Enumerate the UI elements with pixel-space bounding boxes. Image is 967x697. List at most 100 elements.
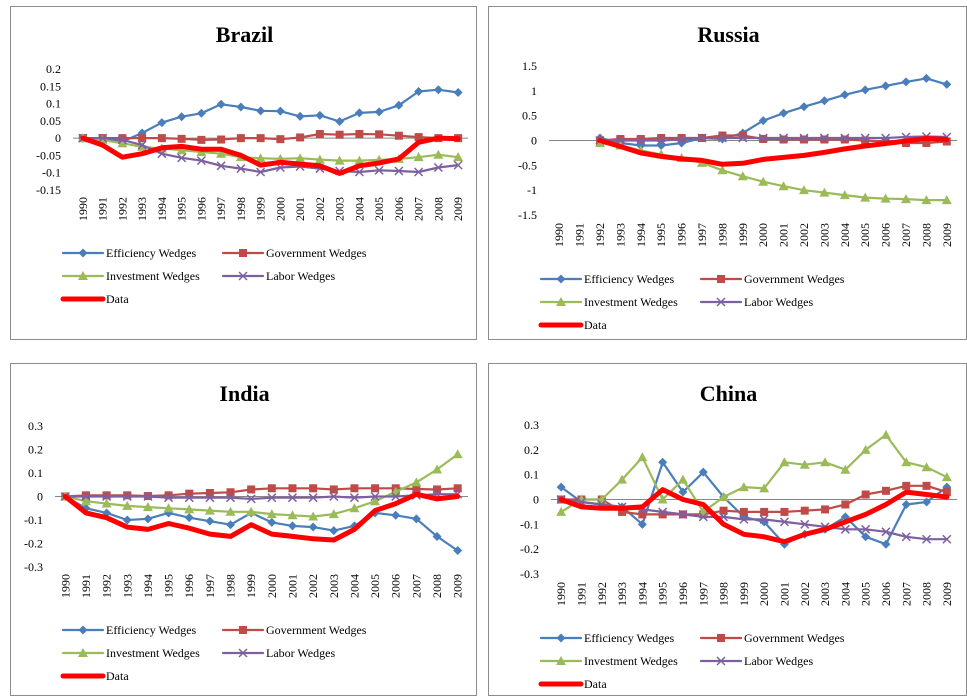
series-investment-wedges (60, 449, 463, 521)
x-tick-label: 1993 (120, 574, 134, 598)
data-point-efficiency-wedges (287, 521, 297, 531)
data-point-investment-wedges (287, 510, 298, 520)
data-point-labor-wedges (678, 509, 688, 519)
data-point-government-wedges (205, 488, 214, 497)
data-point-efficiency-wedges (433, 85, 443, 95)
data-point-investment-wedges (80, 496, 91, 506)
data-point-investment-wedges (295, 153, 306, 163)
series-line-efficiency-wedges (598, 77, 948, 147)
data-point-investment-wedges (717, 165, 728, 175)
data-point-labor-wedges (738, 133, 748, 143)
data-point-government-wedges (371, 484, 380, 493)
x-tick-label: 2006 (879, 582, 893, 606)
data-point-efficiency-wedges (295, 111, 305, 121)
x-tick-label: 2006 (879, 223, 893, 247)
data-point-government-wedges (102, 491, 111, 500)
data-point-efficiency-wedges (453, 546, 463, 556)
data-point-labor-wedges (117, 135, 127, 145)
data-point-government-wedges (276, 135, 285, 144)
data-point-efficiency-wedges (391, 510, 401, 520)
legend-marker-efficiency-wedges (556, 633, 566, 643)
legend-marker-government-wedges (717, 275, 725, 283)
chart-svg: Brazil 0.2 0.15 0.1 0.05 0 -0.05 -0.1 -0.15 1990 1… (36, 22, 468, 306)
data-point-investment-wedges (556, 506, 567, 516)
data-point-labor-wedges (414, 167, 424, 177)
series-labor-wedges (78, 133, 463, 177)
x-tick-label: 2005 (368, 574, 382, 598)
x-tick-label: 2005 (859, 582, 873, 606)
data-point-labor-wedges (256, 167, 266, 177)
y-tick-label: 0.2 (28, 443, 43, 457)
x-tick-label: 2001 (777, 223, 791, 247)
y-tick-label: 1 (531, 84, 537, 98)
data-point-labor-wedges (636, 135, 646, 146)
data-point-investment-wedges (334, 155, 345, 165)
data-point-efficiency-wedges (157, 118, 167, 128)
x-tick-label: 1993 (135, 197, 149, 221)
series-data (62, 491, 461, 543)
data-point-efficiency-wedges (196, 108, 206, 118)
data-point-government-wedges (226, 488, 235, 497)
data-point-government-wedges (288, 484, 297, 493)
y-tick-label: 0.2 (46, 62, 61, 76)
series-data (558, 487, 950, 545)
data-point-efficiency-wedges (921, 73, 931, 83)
legend-marker-government-wedges (717, 634, 725, 642)
data-point-investment-wedges (216, 148, 227, 158)
data-point-investment-wedges (122, 500, 133, 510)
data-point-efficiency-wedges (329, 526, 339, 536)
data-point-government-wedges (453, 484, 462, 493)
y-tick-label: -0.5 (518, 158, 537, 172)
y-tick-label: 0 (55, 131, 61, 145)
x-tick-label: 1998 (234, 197, 248, 221)
data-point-investment-wedges (799, 185, 809, 195)
x-tick-label: 2001 (777, 582, 791, 606)
x-tick-label: 2007 (899, 223, 913, 247)
data-point-efficiency-wedges (184, 513, 194, 523)
data-point-government-wedges (942, 488, 951, 497)
data-point-investment-wedges (255, 153, 266, 163)
y-tick-label: -1 (527, 183, 537, 197)
x-tick-label: 1995 (656, 582, 670, 606)
series-line-data (558, 487, 950, 545)
y-tick-label: -0.2 (520, 542, 539, 556)
x-tick-label: 2001 (293, 197, 307, 221)
data-point-efficiency-wedges (637, 519, 647, 529)
series-labor-wedges (595, 131, 952, 146)
data-point-labor-wedges (901, 532, 911, 542)
data-point-efficiency-wedges (656, 140, 666, 150)
chart-legend: Efficiency Wedges Government Wedges Invest… (538, 272, 845, 332)
data-point-investment-wedges (759, 483, 770, 493)
data-point-efficiency-wedges (102, 508, 112, 518)
data-point-government-wedges (335, 130, 344, 139)
data-point-efficiency-wedges (453, 88, 463, 98)
y-tick-label: -0.15 (36, 183, 61, 197)
x-tick-label: 2005 (858, 223, 872, 247)
data-point-investment-wedges (314, 154, 325, 164)
x-tick-label: 1996 (182, 574, 196, 598)
chart-panel-russia: Russia 1.5 1 0.5 0 -0.5 -1 -1.5 1990 1991 1992 1993… (488, 6, 967, 340)
legend-label-investment-wedges: Investment Wedges (584, 654, 678, 668)
x-tick-label: 1996 (194, 197, 208, 221)
data-point-government-wedges (719, 506, 728, 515)
data-point-government-wedges (800, 506, 809, 515)
data-point-government-wedges (820, 135, 829, 144)
chart-panel-china: China 0.3 0.2 0.1 0 -0.1 -0.2 -0.3 1990 1991 1992 1… (488, 363, 967, 696)
data-point-investment-wedges (163, 503, 174, 513)
data-point-efficiency-wedges (177, 112, 187, 122)
x-tick-label: 2000 (757, 582, 771, 606)
legend-label-investment-wedges: Investment Wedges (584, 295, 678, 309)
legend-label-data: Data (584, 677, 607, 691)
x-tick-label: 2008 (431, 197, 445, 221)
data-point-government-wedges (329, 485, 338, 494)
x-tick-label: 1997 (203, 574, 217, 598)
data-point-labor-wedges (759, 514, 769, 524)
data-point-government-wedges (800, 135, 808, 144)
data-point-labor-wedges (453, 160, 463, 170)
data-point-efficiency-wedges (236, 102, 246, 112)
data-point-government-wedges (841, 500, 850, 509)
data-point-labor-wedges (225, 493, 236, 503)
data-point-government-wedges (412, 484, 421, 493)
data-point-government-wedges (718, 131, 727, 140)
series-data (597, 136, 950, 167)
